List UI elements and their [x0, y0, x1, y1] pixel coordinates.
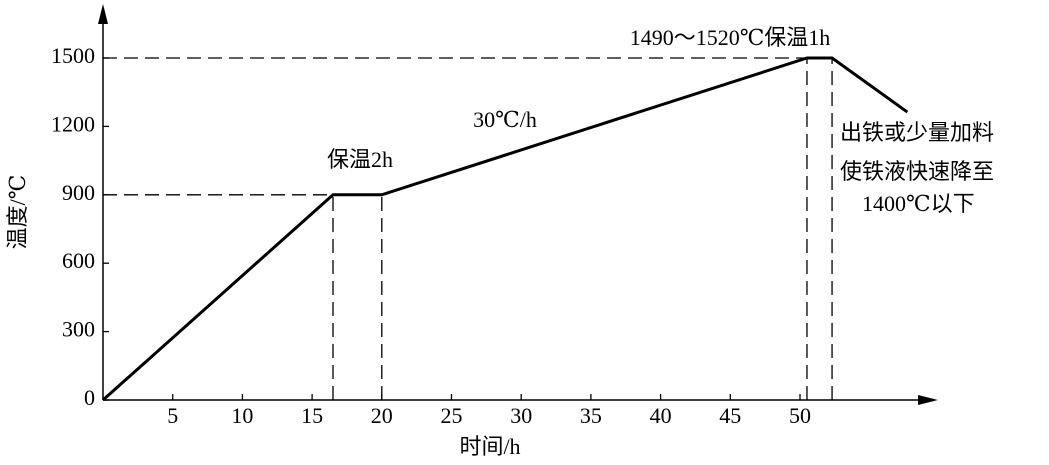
y-tick-label: 900 [62, 180, 95, 205]
annotation: 1400℃以下 [862, 191, 975, 216]
x-tick-label: 25 [441, 403, 463, 428]
x-tick-label: 50 [789, 403, 811, 428]
annotation: 1490～1520℃保温1h [630, 25, 831, 50]
x-tick-label: 15 [301, 403, 323, 428]
x-tick-label: 5 [167, 403, 178, 428]
y-tick-label: 1200 [51, 111, 95, 136]
annotation: 出铁或少量加料 [840, 120, 994, 145]
y-arrow [98, 4, 108, 24]
annotation: 保温2h [327, 147, 393, 172]
y-tick-label: 1500 [51, 43, 95, 68]
y-axis-label: 温度/℃ [5, 175, 30, 250]
x-tick-label: 45 [719, 403, 741, 428]
x-tick-label: 30 [510, 403, 532, 428]
x-arrow [918, 395, 938, 405]
x-tick-label: 40 [650, 403, 672, 428]
x-tick-label: 10 [231, 403, 253, 428]
x-axis-label: 时间/h [459, 434, 520, 459]
annotation: 30℃/h [473, 107, 537, 132]
y-tick-label: 0 [84, 385, 95, 410]
x-tick-label: 20 [371, 403, 393, 428]
y-tick-label: 600 [62, 248, 95, 273]
data-line [102, 56, 909, 402]
x-tick-label: 35 [580, 403, 602, 428]
y-tick-label: 300 [62, 317, 95, 342]
annotation: 使铁液快速降至 [840, 159, 994, 184]
